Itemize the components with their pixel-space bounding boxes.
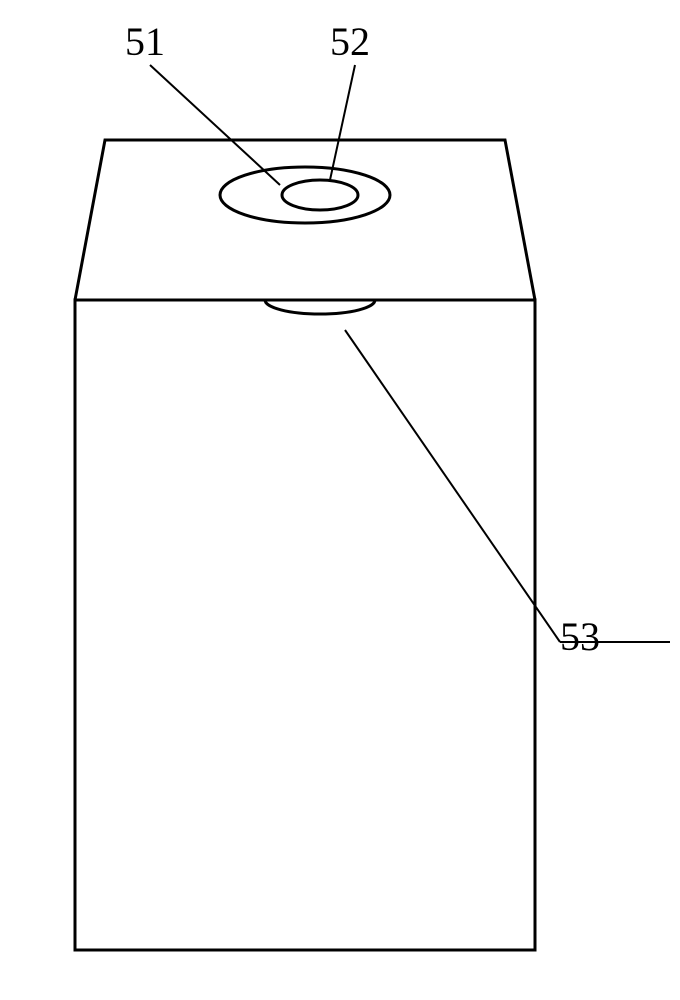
front-cutout bbox=[265, 300, 375, 314]
front-face bbox=[75, 300, 535, 950]
outer-ring bbox=[220, 167, 390, 223]
leader-51 bbox=[150, 65, 280, 185]
top-face bbox=[75, 140, 535, 300]
inner-circle bbox=[282, 180, 358, 210]
label-53: 53 bbox=[560, 614, 600, 659]
label-51: 51 bbox=[125, 19, 165, 64]
leader-53-diag bbox=[345, 330, 560, 642]
leader-52 bbox=[330, 65, 355, 180]
label-52: 52 bbox=[330, 19, 370, 64]
